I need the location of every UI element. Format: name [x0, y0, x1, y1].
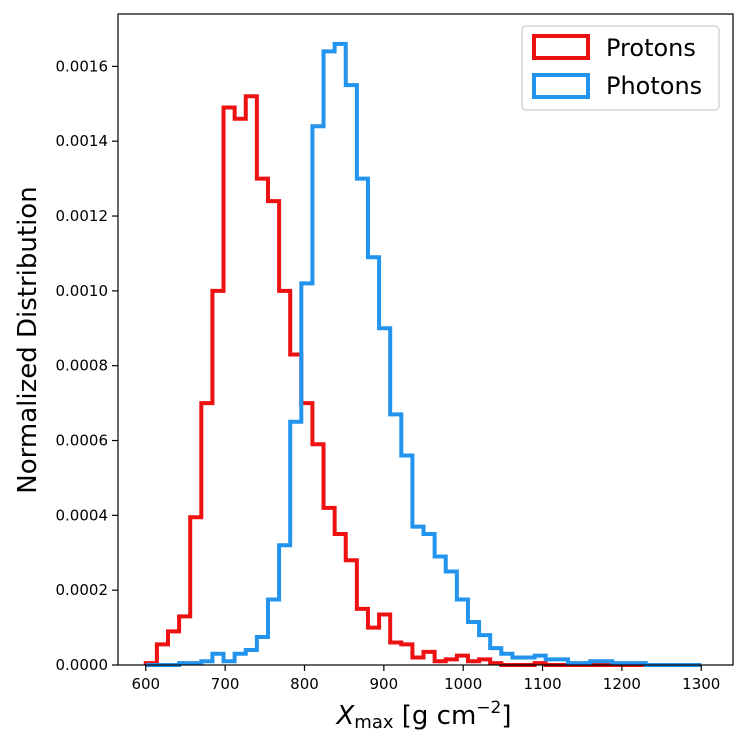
axes-layer: 600 700 800 900 1000 1100 1200 1300 0.0000 0.0002… [56, 13, 734, 693]
x-axis-label-units: [g cm [394, 701, 477, 731]
x-axis-label-units-close: ] [501, 701, 511, 731]
x-axis-label-symbol: X [334, 701, 355, 731]
y-tick-label: 0.0014 [56, 132, 109, 150]
plot-frame [117, 13, 734, 666]
series-line-protons [143, 94, 702, 667]
x-axis-label-exponent: −2 [476, 698, 501, 718]
x-tick-label: 900 [370, 675, 399, 693]
series-layer [143, 41, 702, 667]
y-tick-label: 0.0012 [56, 207, 109, 225]
legend-label-protons: Protons [606, 34, 696, 62]
y-axis-label: Normalized Distribution [13, 186, 43, 493]
y-tick-label: 0.0004 [56, 506, 109, 524]
legend-swatch-protons [532, 34, 590, 60]
x-tick-label: 1200 [603, 675, 641, 693]
y-tick-label: 0.0010 [56, 282, 109, 300]
x-tick-label: 1000 [444, 675, 482, 693]
y-tick-label: 0.0002 [56, 581, 109, 599]
series-line-photons [145, 41, 702, 667]
x-axis-label-subscript: max [354, 712, 394, 733]
x-axis-label: Xmax [g cm−2] [334, 698, 511, 733]
x-tick-label: 800 [290, 675, 319, 693]
x-tick-label: 1300 [682, 675, 720, 693]
x-tick-label: 600 [131, 675, 160, 693]
legend-swatch-photons [532, 73, 590, 99]
y-tick-label: 0.0008 [56, 357, 109, 375]
y-tick-label: 0.0016 [56, 57, 109, 75]
y-tick-label: 0.0006 [56, 432, 109, 450]
y-tick-label: 0.0000 [56, 656, 109, 674]
x-tick-label: 1100 [523, 675, 561, 693]
legend-box [521, 25, 720, 111]
x-tick-label: 700 [211, 675, 240, 693]
legend: Protons Photons [521, 25, 720, 111]
legend-label-photons: Photons [606, 72, 702, 100]
